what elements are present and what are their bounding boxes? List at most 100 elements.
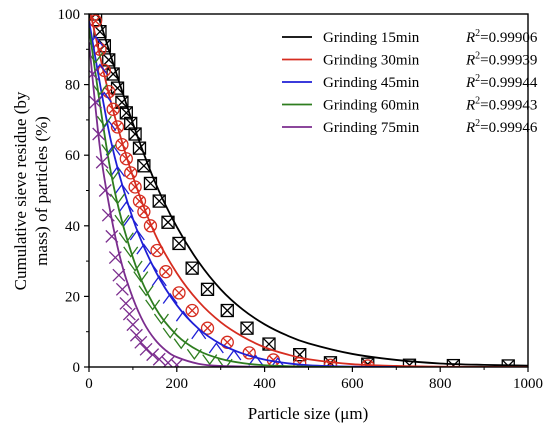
- marker-stroke: [145, 299, 161, 311]
- marker-stroke: [105, 229, 119, 243]
- marker-stroke: [115, 282, 129, 296]
- marker-box: [132, 141, 147, 155]
- marker-stroke: [187, 305, 197, 316]
- data-point: [159, 265, 173, 279]
- data-point: [153, 313, 169, 325]
- legend-label: Grinding 75min: [323, 120, 420, 136]
- data-point: [202, 354, 218, 366]
- marker-circle: [124, 166, 138, 180]
- y-tick-label: 20: [65, 289, 80, 305]
- marker-stroke: [133, 271, 149, 283]
- x-tick-label: 400: [253, 376, 276, 392]
- data-point: [142, 261, 158, 273]
- data-point: [173, 338, 189, 350]
- marker-stroke: [144, 176, 157, 190]
- marker-circle: [106, 102, 120, 116]
- series-3: [89, 20, 397, 367]
- marker-stroke: [161, 215, 175, 229]
- data-point: [129, 229, 145, 241]
- marker-circle: [110, 120, 125, 134]
- marker-stroke: [146, 348, 160, 362]
- marker-circle: [159, 265, 173, 279]
- marker-box: [185, 261, 199, 275]
- data-point: [162, 292, 178, 304]
- marker-stroke: [125, 168, 136, 178]
- marker-stroke: [152, 194, 166, 208]
- legend: Grinding 15min R2=0.99906 Grinding 30min R2…: [282, 28, 538, 136]
- legend-r2: R2=0.99944: [465, 73, 538, 91]
- x-tick-label: 1000: [513, 376, 543, 392]
- x-tick-label: 0: [85, 376, 93, 392]
- marker-stroke: [118, 201, 134, 213]
- marker-stroke: [248, 354, 264, 366]
- data-point: [105, 229, 119, 243]
- legend-label: Grinding 15min: [323, 30, 420, 46]
- marker-stroke: [201, 282, 214, 296]
- x-axis-title: Particle size (μm): [248, 404, 369, 423]
- marker-stroke: [406, 358, 416, 367]
- data-point: [127, 260, 143, 272]
- legend-entry-1: Grinding 15min R2=0.99906: [282, 28, 538, 46]
- marker-circle: [143, 219, 158, 233]
- marker-stroke: [92, 84, 108, 96]
- data-point: [161, 215, 175, 229]
- data-point: [208, 342, 224, 354]
- marker-stroke: [110, 193, 126, 205]
- data-point: [110, 193, 126, 205]
- y-tick-label: 100: [58, 7, 81, 23]
- axis-ticks: 0 200 400 600 800 1000 0 20 40 60 80 100: [58, 7, 544, 392]
- marker-stroke: [451, 359, 460, 367]
- marker-box: [152, 194, 166, 208]
- marker-stroke: [92, 127, 106, 141]
- data-point: [112, 268, 126, 282]
- data-point: [191, 328, 207, 340]
- data-point: [143, 219, 158, 233]
- legend-entry-3: Grinding 45min R2=0.99944: [282, 73, 538, 91]
- data-point: [217, 358, 233, 367]
- fit-line-5: [89, 42, 265, 367]
- y-tick-label: 80: [65, 78, 80, 94]
- fit-line-1: [96, 14, 528, 367]
- legend-label: Grinding 45min: [323, 75, 420, 91]
- marker-box: [172, 236, 186, 251]
- marker-circle: [115, 137, 129, 152]
- marker-stroke: [134, 335, 148, 349]
- data-point: [138, 285, 154, 297]
- data-point: [123, 215, 139, 227]
- legend-entry-5: Grinding 75min R2=0.99946: [282, 118, 538, 136]
- marker-stroke: [118, 232, 134, 244]
- y-axis-title-line1: Cumulative sieve residue (by: [11, 91, 30, 290]
- marker-circle: [119, 152, 133, 166]
- marker-stroke: [220, 304, 234, 317]
- marker-stroke: [128, 127, 142, 141]
- marker-stroke: [152, 352, 166, 366]
- legend-label: Grinding 60min: [323, 98, 420, 114]
- marker-stroke: [151, 275, 167, 287]
- marker-stroke: [108, 104, 118, 115]
- data-point: [122, 307, 136, 321]
- marker-stroke: [114, 214, 130, 226]
- data-point: [446, 358, 461, 367]
- data-point: [152, 194, 166, 208]
- marker-stroke: [145, 221, 156, 231]
- marker-box: [89, 14, 103, 21]
- marker-stroke: [186, 348, 202, 360]
- data-point: [129, 328, 143, 342]
- data-point: [200, 282, 215, 296]
- marker-stroke: [110, 165, 126, 177]
- data-point: [123, 246, 139, 258]
- marker-stroke: [89, 67, 99, 79]
- data-point: [108, 251, 122, 265]
- marker-stroke: [101, 144, 117, 156]
- data-point: [101, 208, 115, 222]
- marker-stroke: [108, 251, 122, 265]
- marker-stroke: [95, 155, 109, 169]
- plot-area: [89, 14, 528, 367]
- marker-stroke: [202, 354, 218, 366]
- marker-box: [501, 359, 515, 367]
- marker-circle: [172, 286, 186, 300]
- data-point: [248, 354, 264, 366]
- data-point: [114, 214, 130, 226]
- data-point: [172, 236, 186, 251]
